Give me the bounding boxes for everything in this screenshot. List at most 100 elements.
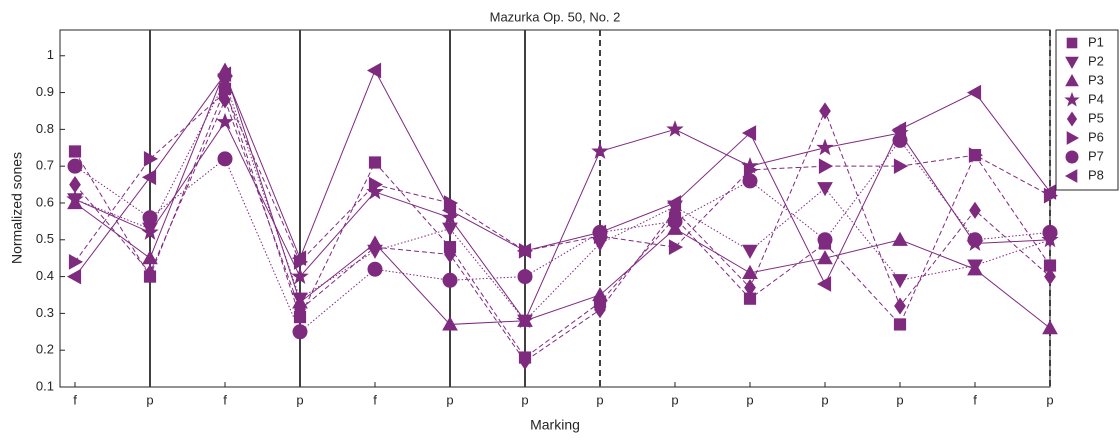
data-marker xyxy=(218,84,234,101)
data-marker xyxy=(68,254,84,270)
data-marker xyxy=(817,232,833,248)
data-marker xyxy=(144,264,156,282)
data-marker xyxy=(291,250,307,267)
series-line xyxy=(74,91,1051,263)
data-marker xyxy=(1041,184,1057,200)
data-marker xyxy=(141,223,159,240)
series-line xyxy=(74,121,1051,322)
data-marker xyxy=(292,324,308,340)
data-marker xyxy=(892,231,908,246)
legend-label: P4 xyxy=(1088,91,1104,106)
data-marker xyxy=(516,311,534,329)
data-marker xyxy=(217,151,233,167)
legend-label: P5 xyxy=(1088,110,1104,125)
data-marker xyxy=(592,286,608,302)
legend-label: P7 xyxy=(1088,148,1104,163)
data-marker xyxy=(69,175,81,194)
data-marker xyxy=(369,238,381,256)
data-marker xyxy=(142,210,158,226)
legend-marker xyxy=(1066,131,1080,145)
data-marker xyxy=(966,84,982,101)
legend-label: P8 xyxy=(1088,167,1104,182)
data-marker xyxy=(1042,320,1058,335)
y-tick-label: 1 xyxy=(47,47,54,62)
series-line xyxy=(74,87,1051,359)
data-marker xyxy=(967,232,983,248)
data-marker xyxy=(442,272,458,288)
data-marker xyxy=(668,239,684,255)
x-tick-label: p xyxy=(821,392,828,407)
data-marker xyxy=(667,213,683,229)
x-tick-label: f xyxy=(73,392,77,407)
data-marker xyxy=(893,318,907,331)
y-axis-label: Normalized sones xyxy=(9,152,25,264)
data-marker xyxy=(444,245,456,264)
data-marker xyxy=(816,276,832,292)
x-tick-label: p xyxy=(296,392,303,407)
data-marker xyxy=(66,190,84,207)
x-axis-label: Marking xyxy=(530,417,580,433)
data-marker xyxy=(68,145,82,158)
plot-area xyxy=(59,29,1051,388)
data-marker xyxy=(819,102,831,120)
x-tick-label: p xyxy=(596,392,603,407)
series-line xyxy=(74,80,1051,322)
series-line xyxy=(74,98,1051,362)
x-tick-label: p xyxy=(1046,392,1053,407)
data-marker xyxy=(967,261,983,276)
data-marker xyxy=(666,195,682,211)
data-marker xyxy=(968,147,984,163)
y-tick-label: 0.5 xyxy=(36,231,54,246)
legend-marker xyxy=(1066,111,1078,127)
x-tick-label: p xyxy=(671,392,678,407)
data-marker xyxy=(969,201,981,219)
x-tick-label: p xyxy=(146,392,153,407)
x-tick-label: f xyxy=(223,392,227,407)
legend-marker xyxy=(1065,150,1079,164)
data-marker xyxy=(591,224,607,241)
data-marker xyxy=(744,279,756,297)
legend-marker xyxy=(1064,169,1078,183)
data-marker xyxy=(891,121,907,138)
data-marker xyxy=(516,242,532,259)
data-marker xyxy=(291,267,309,285)
data-marker xyxy=(742,173,758,189)
data-marker xyxy=(66,268,82,285)
data-marker xyxy=(366,62,382,79)
legend-label: P6 xyxy=(1088,129,1104,144)
data-marker xyxy=(517,269,533,285)
y-tick-label: 0.3 xyxy=(36,305,54,320)
series-line xyxy=(74,139,1051,333)
data-marker xyxy=(142,250,158,265)
data-marker xyxy=(519,352,531,370)
data-marker xyxy=(743,162,759,178)
y-tick-label: 0.2 xyxy=(36,342,54,357)
data-marker xyxy=(742,244,758,259)
data-marker xyxy=(367,261,383,277)
legend-label: P1 xyxy=(1088,34,1104,49)
legend-marker xyxy=(1065,56,1079,70)
data-marker xyxy=(1042,224,1058,240)
data-marker xyxy=(441,202,457,219)
x-tick-label: p xyxy=(896,392,903,407)
data-marker xyxy=(818,158,834,175)
legend-label: P2 xyxy=(1088,53,1104,68)
x-tick-label: p xyxy=(746,392,753,407)
y-tick-label: 0.6 xyxy=(36,194,54,209)
data-marker xyxy=(442,222,458,237)
data-marker xyxy=(817,182,833,197)
data-marker xyxy=(67,158,83,174)
x-tick-label: p xyxy=(446,392,453,407)
x-tick-label: f xyxy=(973,392,977,407)
x-tick-label: p xyxy=(521,392,528,407)
data-marker xyxy=(594,301,606,319)
data-marker xyxy=(894,297,906,315)
data-marker xyxy=(892,274,908,289)
data-marker xyxy=(442,316,458,331)
data-marker xyxy=(216,112,234,130)
data-marker xyxy=(817,250,833,265)
data-marker xyxy=(893,158,909,175)
y-tick-label: 0.7 xyxy=(36,158,54,173)
legend-marker xyxy=(1065,73,1079,87)
y-tick-label: 0.1 xyxy=(36,378,54,393)
